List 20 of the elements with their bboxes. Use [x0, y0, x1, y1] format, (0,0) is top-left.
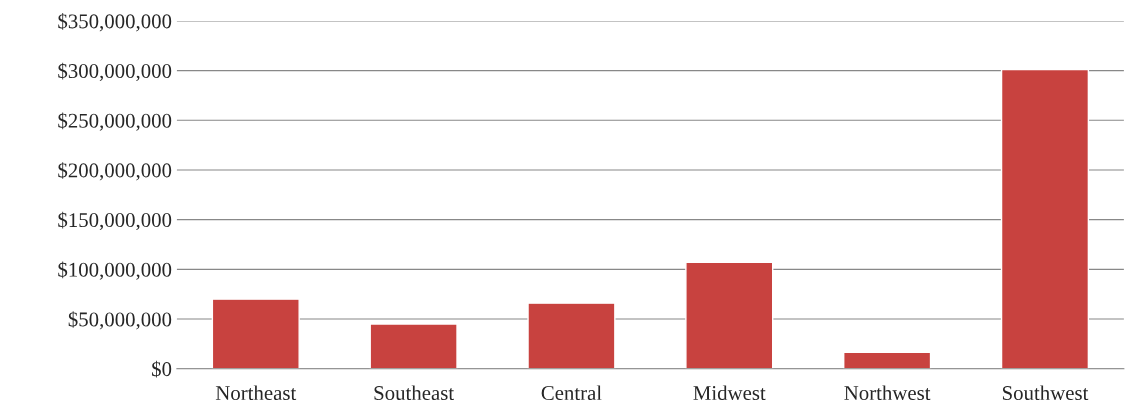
y-tick-label: $50,000,000: [68, 311, 172, 330]
x-tick-label: Southeast: [374, 385, 454, 401]
bar: [527, 302, 616, 369]
y-tick-label: $350,000,000: [58, 13, 172, 32]
x-tick-label: Southwest: [1002, 385, 1089, 401]
bar: [685, 261, 774, 369]
y-tick-label: $150,000,000: [58, 211, 172, 231]
y-tick-label: $100,000,000: [58, 261, 172, 280]
y-tick-label: $200,000,000: [58, 162, 172, 181]
y-tick-label: $250,000,000: [58, 112, 172, 131]
bar: [843, 351, 932, 369]
y-tick-label: $300,000,000: [58, 62, 172, 82]
x-tick-label: Central: [541, 385, 602, 401]
bar: [369, 323, 458, 369]
bar: [1000, 68, 1090, 369]
x-tick-label: Midwest: [693, 385, 766, 401]
y-tick-label: $0: [152, 360, 172, 378]
x-tick-label: Northeast: [215, 385, 297, 401]
x-tick-label: Northwest: [844, 385, 931, 401]
bar: [211, 298, 300, 369]
